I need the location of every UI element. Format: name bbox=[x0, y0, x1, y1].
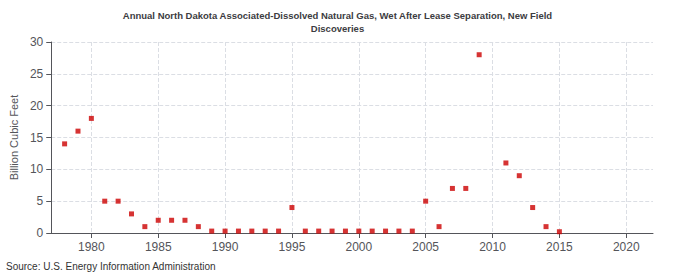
svg-text:1995: 1995 bbox=[279, 240, 306, 254]
svg-text:Annual North Dakota Associated: Annual North Dakota Associated-Dissolved… bbox=[123, 10, 553, 21]
svg-text:10: 10 bbox=[30, 162, 44, 176]
svg-text:2000: 2000 bbox=[345, 240, 372, 254]
svg-text:0: 0 bbox=[37, 226, 44, 240]
svg-text:Source: U.S. Energy Informatio: Source: U.S. Energy Information Administ… bbox=[6, 261, 216, 272]
svg-text:2015: 2015 bbox=[546, 240, 573, 254]
svg-text:5: 5 bbox=[37, 194, 44, 208]
svg-text:20: 20 bbox=[30, 99, 44, 113]
svg-text:1990: 1990 bbox=[212, 240, 239, 254]
svg-text:1980: 1980 bbox=[78, 240, 105, 254]
svg-text:15: 15 bbox=[30, 131, 44, 145]
svg-text:2005: 2005 bbox=[412, 240, 439, 254]
svg-text:2010: 2010 bbox=[479, 240, 506, 254]
svg-text:1985: 1985 bbox=[145, 240, 172, 254]
svg-text:2020: 2020 bbox=[613, 240, 640, 254]
svg-text:25: 25 bbox=[30, 67, 44, 81]
svg-text:30: 30 bbox=[30, 35, 44, 49]
svg-text:Discoveries: Discoveries bbox=[311, 23, 364, 34]
svg-text:Billion Cubic Feet: Billion Cubic Feet bbox=[8, 95, 20, 181]
